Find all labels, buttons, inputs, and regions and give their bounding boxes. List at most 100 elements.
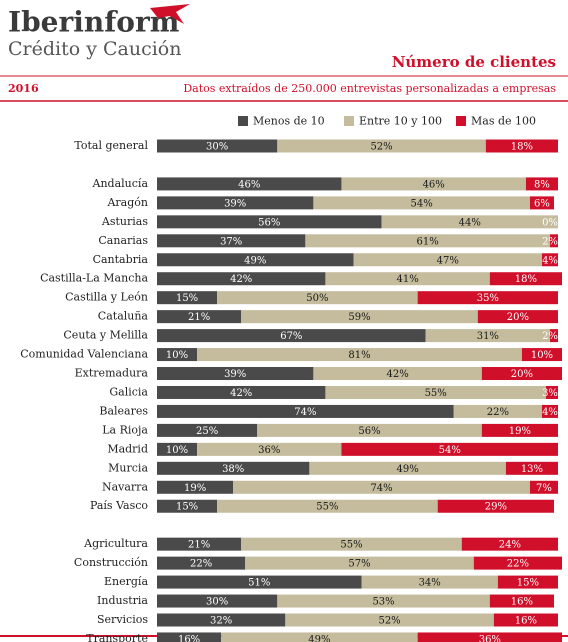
value-label: 25% — [196, 426, 218, 437]
bar-segment — [197, 442, 342, 456]
value-label: 6% — [534, 198, 550, 209]
value-label: 18% — [515, 274, 537, 285]
value-label: 53% — [372, 597, 394, 608]
bar-segment — [381, 215, 558, 229]
tagline: Crédito y Caución — [8, 38, 182, 60]
logo-icon — [150, 4, 190, 24]
value-label: 19% — [509, 426, 531, 437]
value-label: 54% — [411, 198, 433, 209]
value-label: 15% — [176, 502, 198, 513]
category-label: Total general — [74, 139, 148, 152]
category-label: País Vasco — [90, 499, 148, 512]
bar-segment — [341, 177, 526, 191]
value-label: 41% — [397, 274, 419, 285]
value-label: 15% — [517, 578, 539, 589]
value-label: 81% — [348, 350, 370, 361]
bar-segment — [497, 575, 558, 589]
legend-swatch — [456, 116, 466, 126]
value-label: 36% — [258, 445, 280, 456]
bar-segment — [341, 442, 558, 456]
value-label: 55% — [425, 388, 447, 399]
category-label: Extremadura — [75, 367, 149, 380]
bar-segment — [481, 423, 558, 437]
bar-segment — [549, 329, 558, 343]
value-label: 10% — [531, 350, 553, 361]
value-label: 56% — [258, 217, 280, 228]
bar-segment — [157, 575, 362, 589]
bar-segment — [221, 632, 418, 642]
value-label: 22% — [507, 559, 529, 570]
value-label: 36% — [479, 634, 501, 642]
bar-segment — [505, 461, 558, 475]
value-label: 22% — [487, 407, 509, 418]
value-label: 52% — [378, 616, 400, 627]
value-label: 22% — [190, 559, 212, 570]
bar-segment — [305, 234, 550, 248]
bar-segment — [157, 253, 354, 267]
value-label: 52% — [370, 142, 392, 153]
category-label: Canarias — [98, 234, 148, 247]
legend-label: Menos de 10 — [253, 115, 325, 128]
category-label: Energía — [104, 575, 148, 588]
value-label: 57% — [348, 559, 370, 570]
bar-segment — [525, 177, 558, 191]
bar-segment — [437, 499, 554, 513]
value-label: 46% — [423, 179, 445, 190]
value-label: 61% — [417, 236, 439, 247]
value-label: 32% — [210, 616, 232, 627]
value-label: 34% — [419, 578, 441, 589]
value-label: 74% — [370, 483, 392, 494]
bar-segment — [489, 272, 563, 286]
chart-title: Número de clientes — [392, 53, 556, 71]
value-label: 42% — [230, 388, 252, 399]
bar-segment — [529, 196, 554, 210]
bar-segment — [157, 329, 426, 343]
category-label: Industria — [97, 594, 148, 607]
bar-segment — [157, 480, 234, 494]
value-label: 2% — [542, 331, 558, 342]
bar-segment — [157, 272, 326, 286]
bar-segment — [157, 423, 258, 437]
value-label: 47% — [437, 255, 459, 266]
bar-segment — [417, 291, 558, 305]
bar-segment — [157, 556, 246, 570]
category-label: Cantabria — [93, 253, 149, 266]
bar-segment — [277, 594, 490, 608]
bar-segment — [417, 632, 563, 642]
bar-segment — [257, 423, 482, 437]
value-label: 20% — [507, 312, 529, 323]
value-label: 50% — [306, 293, 328, 304]
bar-segment — [529, 480, 558, 494]
value-label: 37% — [220, 236, 242, 247]
value-label: 55% — [316, 502, 338, 513]
bar-segment — [453, 404, 542, 418]
bar-segment — [241, 310, 478, 324]
value-label: 35% — [477, 293, 499, 304]
bar-segment — [157, 632, 222, 642]
value-label: 42% — [386, 369, 408, 380]
bar-segment — [157, 234, 306, 248]
bar-segment — [361, 575, 498, 589]
value-label: 20% — [511, 369, 533, 380]
value-label: 16% — [178, 634, 200, 642]
value-label: 38% — [222, 464, 244, 475]
value-label: 4% — [542, 255, 558, 266]
bar-segment — [157, 139, 278, 153]
bar-segment — [157, 177, 342, 191]
bar-segment — [325, 385, 546, 399]
bar-segment — [473, 556, 563, 570]
value-label: 21% — [188, 540, 210, 551]
bar-segment — [157, 215, 382, 229]
value-label: 39% — [224, 369, 246, 380]
bar-segment — [481, 367, 563, 381]
category-label: Cataluña — [98, 310, 149, 323]
category-label: Castilla y León — [65, 291, 148, 304]
value-label: 4% — [542, 407, 558, 418]
bar-segment — [157, 291, 218, 305]
value-label: 10% — [166, 350, 188, 361]
value-label: 30% — [206, 142, 228, 153]
legend-label: Entre 10 y 100 — [359, 115, 442, 128]
value-label: 55% — [340, 540, 362, 551]
bar-segment — [157, 385, 326, 399]
bar-segment — [541, 253, 558, 267]
